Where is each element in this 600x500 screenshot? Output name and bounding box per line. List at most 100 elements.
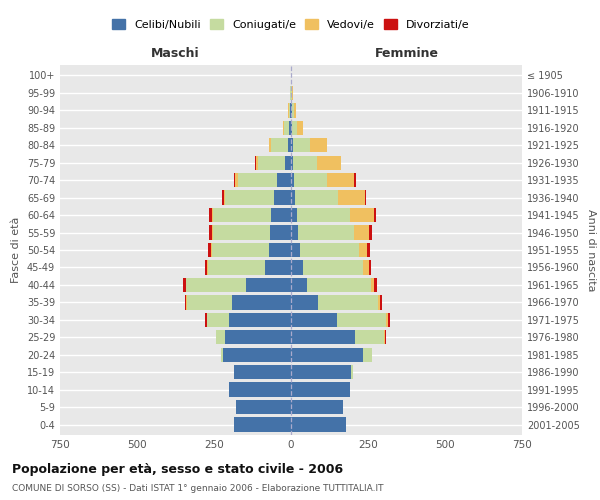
Bar bbox=[234, 418, 291, 432]
Bar bbox=[205, 260, 207, 274]
Bar bbox=[298, 226, 355, 239]
Legend: Celibi/Nubili, Coniugati/e, Vedovi/e, Divorziati/e: Celibi/Nubili, Coniugati/e, Vedovi/e, Di… bbox=[112, 19, 470, 30]
Text: COMUNE DI SORSO (SS) - Dati ISTAT 1° gennaio 2006 - Elaborazione TUTTITALIA.IT: COMUNE DI SORSO (SS) - Dati ISTAT 1° gen… bbox=[12, 484, 383, 493]
Bar bbox=[288, 103, 289, 118]
Bar bbox=[234, 173, 235, 188]
Bar bbox=[186, 295, 187, 310]
Bar bbox=[293, 156, 317, 170]
Bar bbox=[269, 243, 291, 257]
Bar bbox=[283, 120, 284, 135]
Bar bbox=[291, 190, 295, 205]
Bar bbox=[212, 243, 269, 257]
Bar bbox=[223, 190, 224, 205]
Bar bbox=[270, 226, 291, 239]
Bar bbox=[291, 260, 303, 274]
Bar bbox=[293, 138, 310, 152]
Bar bbox=[354, 173, 356, 188]
Bar bbox=[297, 208, 350, 222]
Bar bbox=[374, 208, 376, 222]
Bar bbox=[284, 120, 289, 135]
Bar bbox=[288, 138, 291, 152]
Bar bbox=[367, 243, 370, 257]
Bar bbox=[269, 138, 271, 152]
Bar bbox=[291, 138, 293, 152]
Bar bbox=[291, 418, 346, 432]
Bar bbox=[271, 208, 291, 222]
Y-axis label: Anni di nascita: Anni di nascita bbox=[586, 209, 596, 291]
Bar bbox=[310, 138, 327, 152]
Bar bbox=[208, 243, 211, 257]
Bar bbox=[291, 226, 298, 239]
Text: Popolazione per età, sesso e stato civile - 2006: Popolazione per età, sesso e stato civil… bbox=[12, 462, 343, 475]
Bar bbox=[206, 312, 207, 327]
Bar bbox=[365, 190, 367, 205]
Bar bbox=[290, 103, 291, 118]
Bar bbox=[221, 348, 223, 362]
Bar bbox=[234, 365, 291, 380]
Bar bbox=[238, 173, 277, 188]
Bar bbox=[291, 208, 297, 222]
Bar bbox=[212, 226, 213, 239]
Bar bbox=[185, 295, 186, 310]
Bar bbox=[291, 295, 318, 310]
Y-axis label: Fasce di età: Fasce di età bbox=[11, 217, 21, 283]
Bar bbox=[355, 226, 369, 239]
Bar bbox=[274, 190, 291, 205]
Bar bbox=[368, 260, 371, 274]
Bar bbox=[211, 243, 212, 257]
Bar bbox=[289, 103, 290, 118]
Bar bbox=[291, 120, 292, 135]
Bar bbox=[185, 278, 186, 292]
Bar bbox=[229, 312, 291, 327]
Bar bbox=[292, 86, 293, 100]
Bar bbox=[291, 365, 351, 380]
Bar bbox=[212, 208, 213, 222]
Bar bbox=[187, 295, 232, 310]
Bar bbox=[298, 120, 304, 135]
Bar bbox=[229, 382, 291, 397]
Bar bbox=[359, 243, 367, 257]
Bar bbox=[294, 103, 296, 118]
Bar bbox=[232, 295, 291, 310]
Bar bbox=[291, 278, 307, 292]
Bar bbox=[291, 330, 355, 344]
Bar bbox=[207, 312, 229, 327]
Bar bbox=[292, 103, 294, 118]
Bar bbox=[318, 295, 379, 310]
Bar bbox=[224, 190, 226, 205]
Bar bbox=[363, 260, 368, 274]
Bar bbox=[208, 260, 265, 274]
Bar bbox=[289, 120, 291, 135]
Bar bbox=[291, 382, 350, 397]
Bar bbox=[235, 173, 238, 188]
Bar bbox=[291, 173, 294, 188]
Bar bbox=[265, 260, 291, 274]
Bar bbox=[303, 260, 363, 274]
Text: Femmine: Femmine bbox=[374, 47, 439, 60]
Bar bbox=[236, 400, 291, 414]
Bar bbox=[213, 226, 270, 239]
Bar bbox=[337, 312, 386, 327]
Bar bbox=[364, 348, 372, 362]
Bar bbox=[225, 330, 291, 344]
Bar bbox=[215, 330, 216, 344]
Bar bbox=[291, 243, 299, 257]
Bar bbox=[292, 120, 298, 135]
Bar bbox=[255, 156, 256, 170]
Bar bbox=[385, 330, 386, 344]
Bar bbox=[369, 226, 371, 239]
Bar bbox=[182, 278, 185, 292]
Bar bbox=[291, 103, 292, 118]
Bar bbox=[226, 190, 274, 205]
Bar bbox=[379, 295, 380, 310]
Bar bbox=[350, 208, 374, 222]
Bar bbox=[355, 330, 385, 344]
Bar bbox=[286, 156, 291, 170]
Bar bbox=[317, 156, 341, 170]
Bar bbox=[307, 278, 371, 292]
Bar bbox=[259, 156, 286, 170]
Bar bbox=[247, 278, 291, 292]
Bar bbox=[277, 173, 291, 188]
Bar bbox=[209, 208, 212, 222]
Bar bbox=[371, 278, 374, 292]
